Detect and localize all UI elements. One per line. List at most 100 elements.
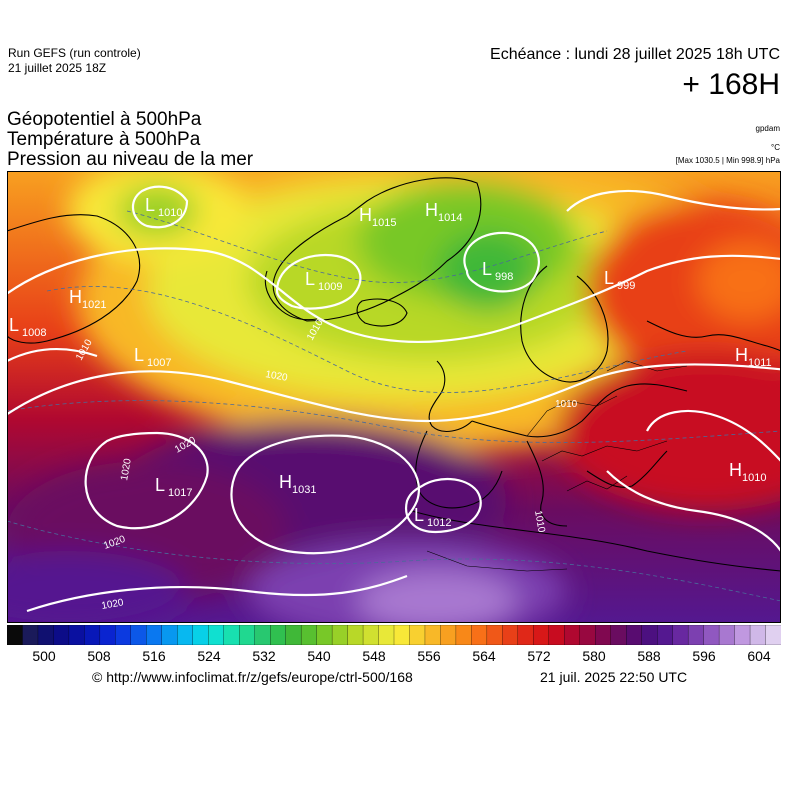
color-scale-swatch bbox=[130, 625, 147, 645]
high-pressure-center: H 1010 bbox=[729, 460, 766, 484]
color-scale-swatch bbox=[393, 625, 410, 645]
color-scale-swatch bbox=[471, 625, 488, 645]
color-scale-swatch bbox=[657, 625, 674, 645]
unit-geopotential: gpdam bbox=[755, 124, 780, 133]
high-pressure-center: H 1021 bbox=[69, 287, 106, 311]
color-scale-swatch bbox=[718, 625, 736, 645]
svg-text:H: H bbox=[729, 460, 742, 480]
color-scale-swatch bbox=[703, 625, 720, 645]
svg-text:L: L bbox=[305, 269, 315, 289]
color-scale-swatch bbox=[378, 625, 395, 645]
color-scale-tick-label: 572 bbox=[527, 648, 551, 664]
color-scale-swatch bbox=[564, 625, 581, 645]
color-scale-swatch bbox=[486, 625, 503, 645]
coastlines bbox=[7, 177, 781, 572]
svg-text:L: L bbox=[134, 345, 144, 365]
svg-text:L: L bbox=[145, 195, 155, 215]
color-scale-swatch bbox=[192, 625, 209, 645]
svg-text:L: L bbox=[414, 505, 424, 525]
color-scale-swatch bbox=[455, 625, 472, 645]
svg-text:1021: 1021 bbox=[82, 299, 106, 311]
color-scale-swatch bbox=[765, 625, 781, 645]
color-scale-swatch bbox=[626, 625, 643, 645]
unit-pressure-range: [Max 1030.5 | Min 998.9] hPa bbox=[675, 156, 780, 165]
isobar-label: 1020 bbox=[119, 457, 134, 481]
color-scale-swatch bbox=[223, 625, 240, 645]
svg-text:1011: 1011 bbox=[748, 357, 772, 369]
high-pressure-center: H 1014 bbox=[425, 200, 462, 224]
svg-text:1010: 1010 bbox=[158, 207, 182, 219]
svg-text:H: H bbox=[69, 287, 82, 307]
isobars bbox=[7, 185, 781, 613]
lead-time: + 168H bbox=[682, 68, 780, 101]
low-pressure-center: L 1017 bbox=[155, 475, 192, 499]
color-scale-swatch bbox=[734, 625, 751, 645]
field-title-temperature: Température à 500hPa bbox=[7, 129, 201, 150]
high-pressure-center: H 1031 bbox=[279, 472, 316, 496]
color-scale-swatch bbox=[331, 625, 349, 645]
color-scale-tick-label: 580 bbox=[582, 648, 606, 664]
run-date: 21 juillet 2025 18Z bbox=[8, 61, 107, 75]
svg-text:1007: 1007 bbox=[147, 357, 171, 369]
color-scale-swatch bbox=[517, 625, 534, 645]
isobar-label: 1010 bbox=[555, 399, 578, 410]
color-scale-swatch bbox=[270, 625, 287, 645]
color-scale-swatch bbox=[362, 625, 379, 645]
high-pressure-center: H 1015 bbox=[359, 205, 396, 229]
high-pressure-center: H 1011 bbox=[735, 345, 772, 369]
color-scale-swatch bbox=[641, 625, 658, 645]
color-scale-tick-label: 564 bbox=[472, 648, 496, 664]
low-pressure-center: L 1010 bbox=[145, 195, 182, 219]
color-scale-tick-label: 604 bbox=[747, 648, 771, 664]
color-scale-swatch bbox=[146, 625, 163, 645]
color-scale-swatch bbox=[239, 625, 256, 645]
unit-temperature: °C bbox=[771, 143, 780, 152]
svg-text:1008: 1008 bbox=[22, 327, 46, 339]
color-scale-swatch bbox=[68, 625, 85, 645]
color-scale-swatch bbox=[579, 625, 596, 645]
svg-text:1031: 1031 bbox=[292, 484, 316, 496]
color-scale-tick-label: 540 bbox=[307, 648, 331, 664]
field-title-geopotential: Géopotentiel à 500hPa bbox=[7, 109, 202, 130]
color-scale-swatch bbox=[115, 625, 132, 645]
low-pressure-center: L 998 bbox=[482, 259, 513, 283]
color-scale-tick-label: 508 bbox=[87, 648, 111, 664]
color-scale-swatch bbox=[347, 625, 364, 645]
color-scale-swatch bbox=[300, 625, 318, 645]
color-scale-swatch bbox=[161, 625, 178, 645]
svg-text:L: L bbox=[9, 315, 19, 335]
color-scale-tick-label: 516 bbox=[142, 648, 166, 664]
color-scale-tick-label: 524 bbox=[197, 648, 221, 664]
low-pressure-center: L 999 bbox=[604, 268, 635, 292]
low-pressure-center: L 1012 bbox=[414, 505, 451, 529]
svg-text:L: L bbox=[604, 268, 614, 288]
color-scale-swatch bbox=[610, 625, 627, 645]
svg-text:1014: 1014 bbox=[438, 212, 462, 224]
color-scale-swatch bbox=[595, 625, 612, 645]
source-credit[interactable]: © http://www.infoclimat.fr/z/gefs/europe… bbox=[92, 669, 413, 685]
color-scale-tick-label: 588 bbox=[637, 648, 661, 664]
field-title-pressure: Pression au niveau de la mer bbox=[7, 149, 254, 170]
low-pressure-center: L 1007 bbox=[134, 345, 171, 369]
borders bbox=[426, 360, 688, 572]
color-scale-swatch bbox=[687, 625, 705, 645]
svg-text:H: H bbox=[279, 472, 292, 492]
color-scale-swatch bbox=[672, 625, 689, 645]
color-scale-bar bbox=[7, 625, 781, 645]
svg-text:1010: 1010 bbox=[742, 472, 766, 484]
color-scale-swatch bbox=[749, 625, 766, 645]
isobar-label: 1010 bbox=[532, 510, 547, 534]
isobar-label: 1020 bbox=[264, 369, 288, 384]
generation-time: 21 juil. 2025 22:50 UTC bbox=[540, 669, 688, 685]
run-title: Run GEFS (run controle) bbox=[8, 46, 141, 60]
svg-text:H: H bbox=[735, 345, 748, 365]
color-scale-swatch bbox=[22, 625, 39, 645]
color-scale-tick-label: 532 bbox=[252, 648, 276, 664]
color-scale-swatch bbox=[99, 625, 116, 645]
svg-text:1012: 1012 bbox=[427, 517, 451, 529]
valid-time: Echéance : lundi 28 juillet 2025 18h UTC bbox=[490, 46, 780, 63]
color-scale-labels: 500 508 516 524 532 540 548 556 564 572 580 588 596 6… bbox=[7, 648, 781, 666]
